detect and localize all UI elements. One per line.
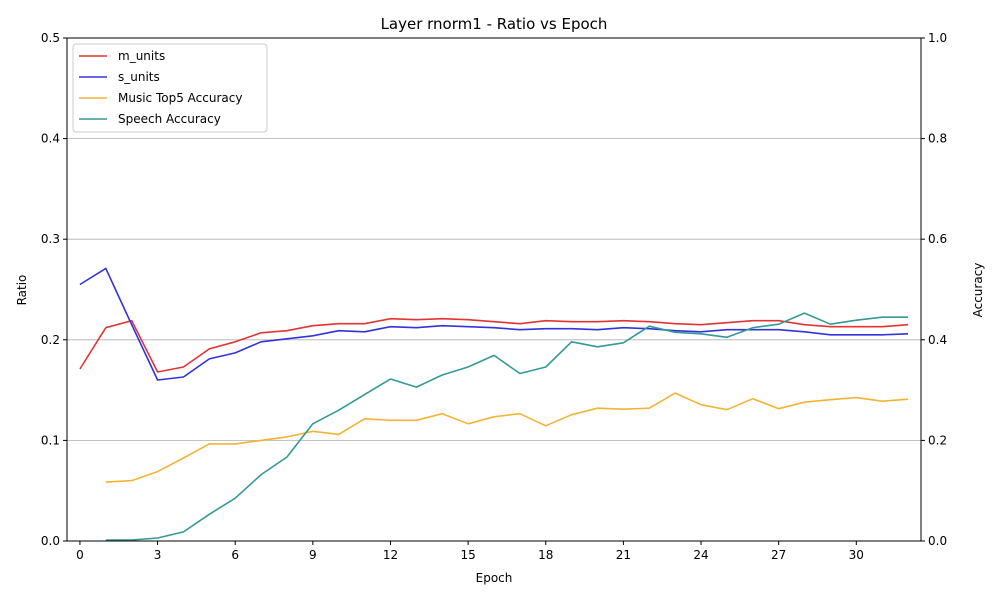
x-tick-label: 6: [231, 548, 239, 562]
series-line-speech-accuracy: [105, 312, 909, 541]
series-lines: [79, 267, 909, 541]
grid: [67, 138, 921, 441]
y-axis-title: Ratio: [15, 275, 29, 306]
x-tick-label: 0: [76, 548, 84, 562]
legend-label-music-top5-accuracy: Music Top5 Accuracy: [118, 91, 242, 105]
legend-label-s-units: s_units: [118, 70, 160, 84]
x-tick-label: 15: [460, 548, 475, 562]
series-line-music-top5-accuracy: [105, 392, 909, 483]
legend-label-m-units: m_units: [118, 49, 165, 63]
y-tick-label: 0.5: [41, 31, 60, 45]
x-tick-label: 9: [309, 548, 317, 562]
y-axis-left: 0.0 0.1 0.2 0.3 0.4 0.5: [41, 31, 67, 548]
x-tick-label: 12: [383, 548, 398, 562]
plot-frame: [66, 37, 922, 542]
chart-title: Layer rnorm1 - Ratio vs Epoch: [381, 15, 608, 33]
x-tick-label: 27: [771, 548, 786, 562]
y-tick-label: 0.3: [41, 232, 60, 246]
y-tick-label: 0.4: [41, 132, 60, 146]
series-line-m-units: [79, 317, 909, 373]
x-axis: 0 3 6 9 12 15 18 21 24 27 30: [76, 541, 864, 562]
y2-tick-label: 0.6: [928, 232, 947, 246]
x-tick-label: 3: [154, 548, 162, 562]
y2-tick-label: 0.2: [928, 433, 947, 447]
legend: m_units s_units Music Top5 Accuracy Speech …: [72, 43, 268, 133]
legend-box: [72, 43, 268, 133]
x-tick-label: 30: [849, 548, 864, 562]
x-tick-label: 18: [538, 548, 553, 562]
series-line-s-units: [79, 267, 909, 381]
y-axis-right: 0.0 0.2 0.4 0.6 0.8 1.0: [921, 31, 947, 548]
y-tick-label: 0.2: [41, 333, 60, 347]
y2-tick-label: 0.8: [928, 132, 947, 146]
x-tick-label: 24: [693, 548, 708, 562]
y-tick-label: 0.1: [41, 433, 60, 447]
x-axis-title: Epoch: [476, 571, 513, 585]
y2-axis-title: Accuracy: [971, 263, 985, 318]
y2-tick-label: 1.0: [928, 31, 947, 45]
legend-label-speech-accuracy: Speech Accuracy: [118, 112, 221, 126]
x-tick-label: 21: [616, 548, 631, 562]
y2-tick-label: 0.4: [928, 333, 947, 347]
y2-tick-label: 0.0: [928, 534, 947, 548]
y-tick-label: 0.0: [41, 534, 60, 548]
